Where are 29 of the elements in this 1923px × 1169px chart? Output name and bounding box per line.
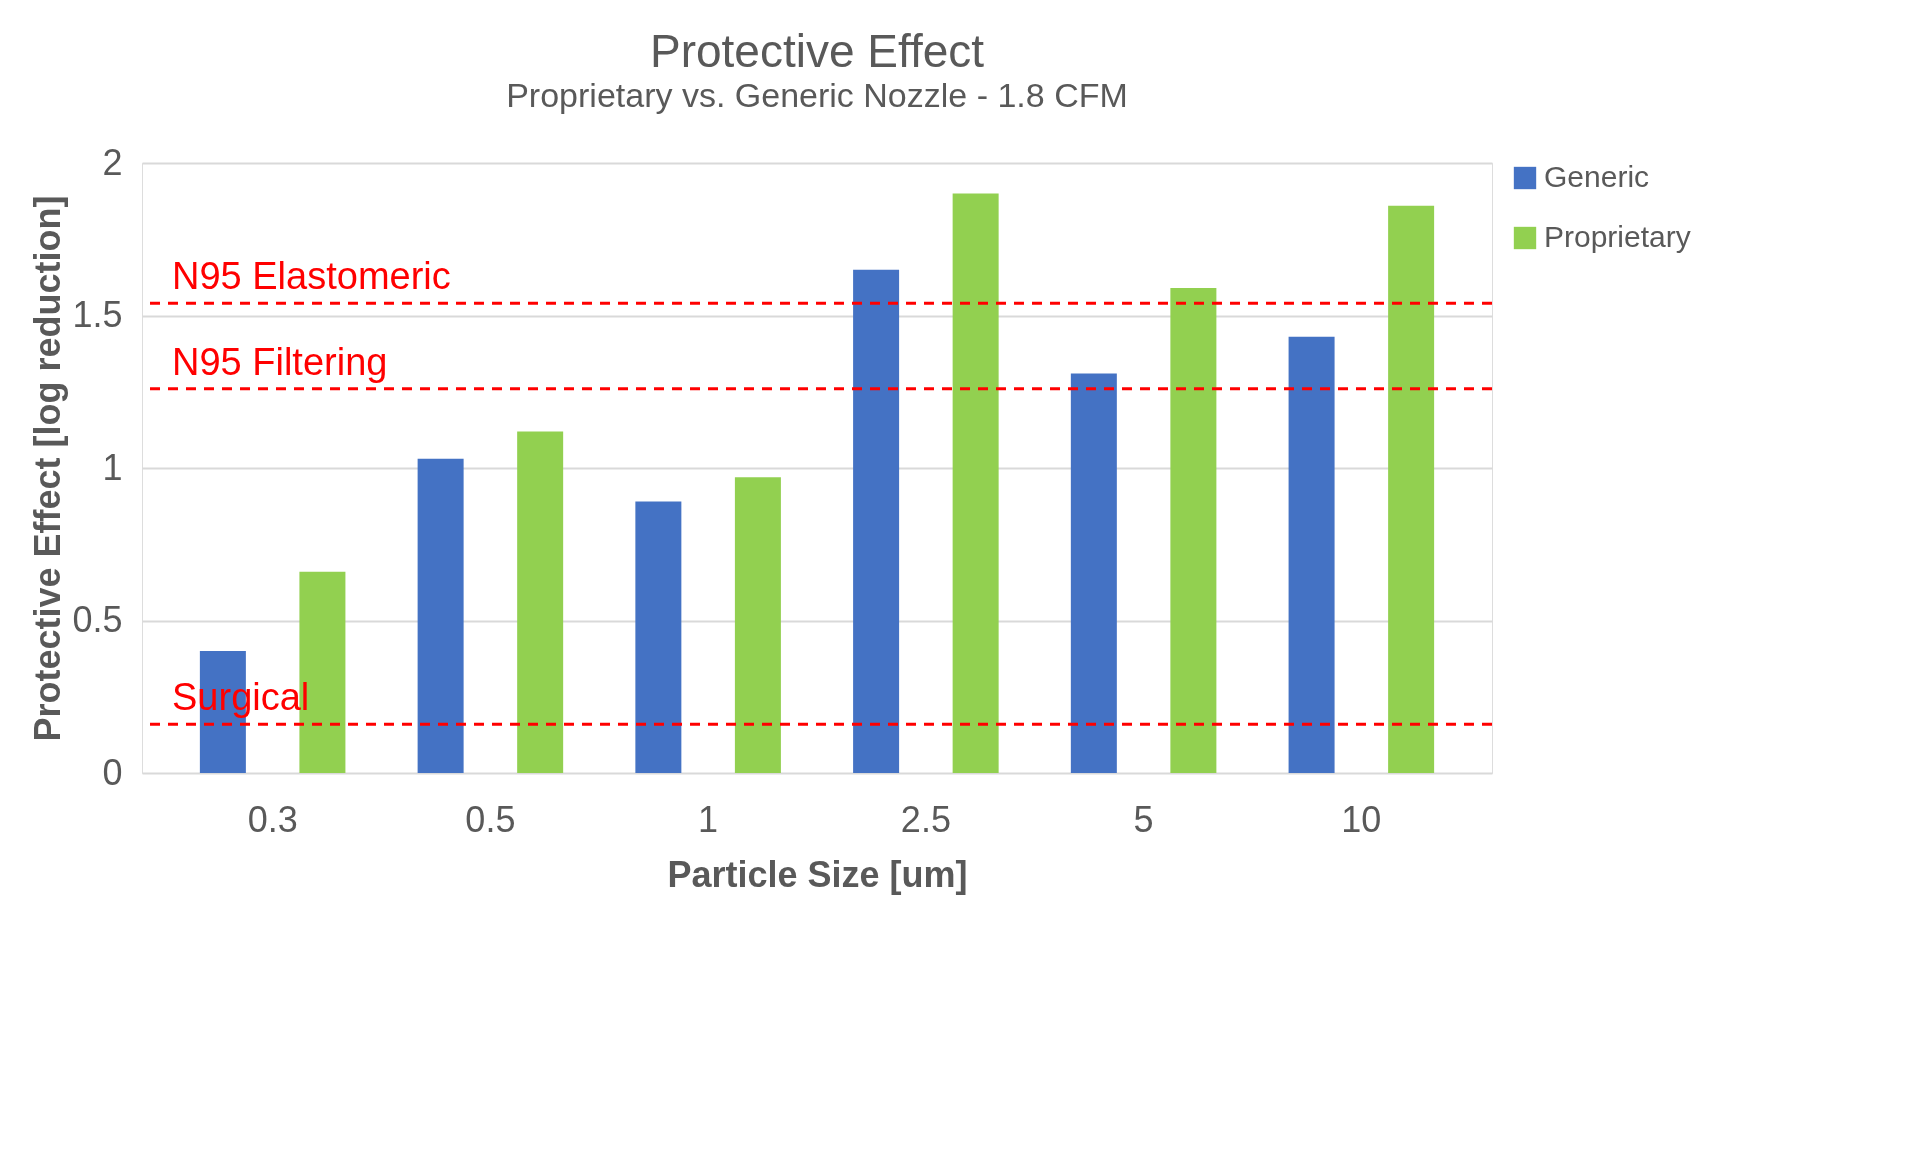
ref-line-label: N95 Elastomeric: [172, 255, 451, 298]
x-tick-label: 0.5: [465, 798, 516, 840]
y-axis-title: Protective Effect [log reduction]: [27, 195, 69, 742]
ref-line-label: N95 Filtering: [172, 340, 388, 383]
y-tick-label: 0.5: [72, 599, 123, 640]
legend-label: Generic: [1544, 160, 1650, 193]
x-tick-label: 1: [698, 798, 719, 840]
legend-label: Proprietary: [1544, 220, 1691, 253]
bar: [1288, 336, 1335, 773]
chart-title: Protective Effect: [649, 25, 985, 77]
bar: [1170, 288, 1217, 773]
x-tick-label: 0.3: [247, 798, 298, 840]
bar: [734, 477, 781, 773]
bar: [417, 458, 464, 773]
bar: [952, 193, 999, 773]
y-tick-label: 2: [102, 141, 123, 183]
bar: [853, 269, 900, 773]
bar: [635, 501, 682, 773]
x-tick-label: 10: [1341, 798, 1382, 840]
x-tick-label: 5: [1133, 798, 1154, 840]
x-axis-title: Particle Size [um]: [667, 853, 968, 895]
y-tick-label: 1: [102, 446, 123, 488]
bar: [517, 431, 564, 773]
bar: [1070, 373, 1117, 773]
y-tick-label: 0: [102, 751, 123, 793]
x-tick-label: 2.5: [900, 798, 951, 840]
y-tick-label: 1.5: [72, 294, 123, 335]
chart-subtitle: Proprietary vs. Generic Nozzle - 1.8 CFM: [506, 76, 1128, 114]
bar: [1388, 205, 1435, 773]
